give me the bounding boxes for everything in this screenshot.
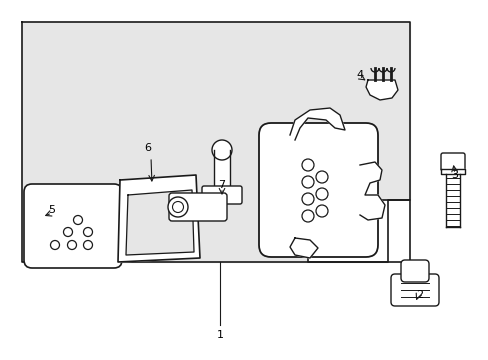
FancyBboxPatch shape [259,123,377,257]
Circle shape [73,216,82,225]
FancyBboxPatch shape [400,260,428,282]
Polygon shape [289,238,317,258]
FancyBboxPatch shape [440,153,464,171]
Circle shape [67,240,76,249]
Circle shape [83,228,92,237]
Circle shape [315,171,327,183]
Text: 1: 1 [216,330,223,340]
Polygon shape [214,150,229,188]
Circle shape [212,140,231,160]
Circle shape [302,193,313,205]
Polygon shape [22,22,409,262]
Polygon shape [289,108,345,140]
Polygon shape [307,200,409,262]
Circle shape [50,240,60,249]
Text: 5: 5 [48,205,55,215]
Polygon shape [440,169,464,174]
FancyBboxPatch shape [390,274,438,306]
Polygon shape [359,162,384,220]
Circle shape [302,159,313,171]
Circle shape [83,240,92,249]
Circle shape [63,228,72,237]
Text: 4: 4 [356,70,363,80]
Circle shape [302,210,313,222]
FancyBboxPatch shape [24,184,122,268]
Text: 7: 7 [218,180,225,190]
FancyBboxPatch shape [202,186,242,204]
Circle shape [172,202,183,212]
Polygon shape [126,190,194,255]
Polygon shape [118,175,200,262]
Text: 6: 6 [144,143,151,153]
Polygon shape [365,80,397,100]
Circle shape [302,176,313,188]
Polygon shape [445,174,459,227]
Text: 3: 3 [450,170,458,180]
Circle shape [315,205,327,217]
FancyBboxPatch shape [169,193,226,221]
Circle shape [168,197,187,217]
Circle shape [315,188,327,200]
Text: 2: 2 [416,290,423,300]
